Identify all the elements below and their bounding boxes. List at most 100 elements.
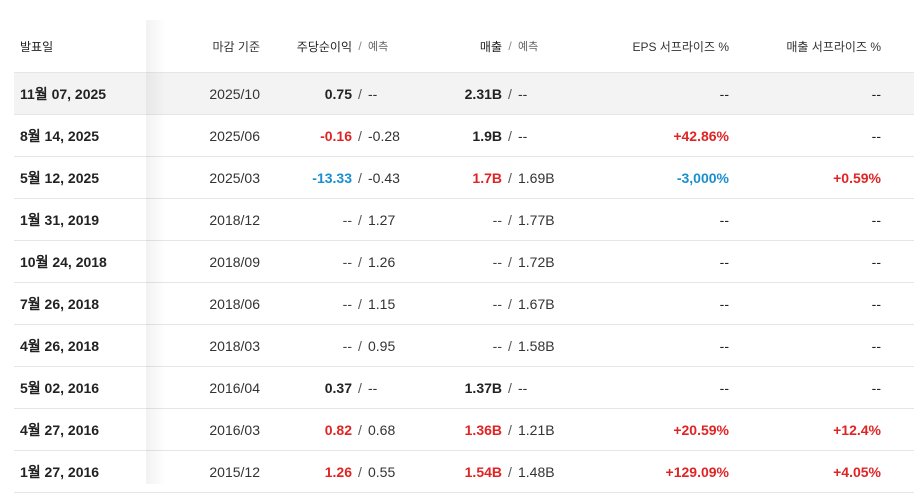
- row-eps-surprise: +20.59%: [673, 421, 729, 438]
- row-revenue-actual: --: [492, 295, 502, 312]
- row-eps: -- / 1.26: [264, 241, 409, 282]
- header-eps-surprise[interactable]: EPS 서프라이즈 %: [632, 39, 729, 54]
- header-period[interactable]: 마감 기준: [212, 39, 261, 54]
- row-eps-actual: --: [342, 253, 352, 270]
- row-revenue: 1.54B / 1.48B: [414, 451, 559, 492]
- row-revenue-actual: 1.54B: [464, 463, 502, 480]
- row-eps: -- / 0.95: [264, 325, 409, 366]
- row-eps: -- / 1.27: [264, 199, 409, 240]
- row-revenue-surprise: +0.59%: [833, 169, 881, 186]
- row-eps-actual: --: [342, 337, 352, 354]
- row-revenue-sep: /: [508, 253, 512, 270]
- row-revenue-surprise: --: [871, 337, 881, 354]
- table-row[interactable]: 5월 12, 2025 2025/03 -13.33 / -0.43 1.7B / 1.69B…: [14, 157, 914, 199]
- table-body: 11월 07, 2025 2025/10 0.75 / -- 2.31B / -- -- -- 8월…: [14, 73, 914, 493]
- table-row[interactable]: 5월 02, 2016 2016/04 0.37 / -- 1.37B / -- -- --: [14, 367, 914, 409]
- row-eps-surprise: --: [719, 85, 729, 102]
- row-eps-sep: /: [358, 295, 362, 312]
- row-eps: -- / 1.15: [264, 283, 409, 324]
- row-revenue-estimate: 1.77B: [518, 211, 555, 228]
- row-date: 4월 27, 2016: [20, 421, 100, 438]
- row-revenue-surprise: --: [871, 211, 881, 228]
- header-revenue-surprise[interactable]: 매출 서프라이즈 %: [786, 39, 881, 54]
- row-period: 2018/06: [209, 295, 260, 312]
- header-eps-est-label: 예측: [368, 41, 389, 53]
- table-row[interactable]: 8월 14, 2025 2025/06 -0.16 / -0.28 1.9B / -- +42.…: [14, 115, 914, 157]
- row-revenue-surprise: +4.05%: [833, 463, 881, 480]
- row-revenue-actual: --: [492, 337, 502, 354]
- row-date: 1월 27, 2016: [20, 463, 100, 480]
- row-eps-sep: /: [358, 421, 362, 438]
- row-date: 11월 07, 2025: [20, 85, 107, 102]
- row-eps-surprise: --: [719, 337, 729, 354]
- row-revenue: -- / 1.72B: [414, 241, 559, 282]
- header-revenue-label: 매출: [479, 39, 502, 54]
- row-revenue-estimate: 1.48B: [518, 463, 555, 480]
- row-eps-actual: 0.82: [324, 421, 352, 438]
- row-eps: -13.33 / -0.43: [264, 157, 409, 198]
- row-eps-estimate: 1.27: [368, 211, 396, 228]
- row-revenue-sep: /: [508, 211, 512, 228]
- row-revenue-estimate: 1.67B: [518, 295, 555, 312]
- table-row[interactable]: 4월 27, 2016 2016/03 0.82 / 0.68 1.36B / 1.21B +2…: [14, 409, 914, 451]
- row-revenue: 1.37B / --: [414, 367, 559, 408]
- row-revenue-sep: /: [508, 463, 512, 480]
- row-eps-sep: /: [358, 85, 362, 102]
- row-revenue: 2.31B / --: [414, 73, 559, 114]
- row-revenue-sep: /: [508, 337, 512, 354]
- table-row[interactable]: 1월 31, 2019 2018/12 -- / 1.27 -- / 1.77B -- --: [14, 199, 914, 241]
- row-date: 8월 14, 2025: [20, 127, 100, 144]
- row-revenue-actual: --: [492, 211, 502, 228]
- row-revenue: 1.9B / --: [414, 115, 559, 156]
- row-eps-surprise: --: [719, 253, 729, 270]
- row-revenue-surprise: +12.4%: [833, 421, 881, 438]
- row-revenue-actual: 1.9B: [472, 127, 502, 144]
- row-eps: 0.75 / --: [264, 73, 409, 114]
- header-revenue[interactable]: 매출 / 예측: [414, 20, 559, 72]
- row-revenue-actual: --: [492, 253, 502, 270]
- table-row[interactable]: 7월 26, 2018 2018/06 -- / 1.15 -- / 1.67B -- --: [14, 283, 914, 325]
- row-eps-actual: --: [342, 295, 352, 312]
- row-eps-surprise: +129.09%: [665, 463, 729, 480]
- row-eps-estimate: --: [368, 379, 378, 396]
- row-date: 7월 26, 2018: [20, 295, 100, 312]
- row-eps-sep: /: [358, 463, 362, 480]
- row-eps-surprise: --: [719, 379, 729, 396]
- row-revenue: 1.36B / 1.21B: [414, 409, 559, 450]
- earnings-table: 발표일 마감 기준 주당순이익 / 예측 매출 / 예측 EPS 서프라이즈 %…: [14, 20, 914, 493]
- row-eps-sep: /: [358, 211, 362, 228]
- row-period: 2025/10: [209, 85, 260, 102]
- row-revenue-estimate: --: [518, 379, 528, 396]
- header-revenue-est-label: 예측: [518, 41, 539, 53]
- row-revenue-sep: /: [508, 169, 512, 186]
- row-revenue: -- / 1.58B: [414, 325, 559, 366]
- row-eps-actual: --: [342, 211, 352, 228]
- table-row[interactable]: 11월 07, 2025 2025/10 0.75 / -- 2.31B / -- -- --: [14, 73, 914, 115]
- row-revenue-actual: 1.37B: [464, 379, 502, 396]
- row-date: 4월 26, 2018: [20, 337, 100, 354]
- row-eps-estimate: -0.28: [368, 127, 400, 144]
- row-date: 5월 02, 2016: [20, 379, 100, 396]
- row-date: 10월 24, 2018: [20, 253, 107, 270]
- table-row[interactable]: 10월 24, 2018 2018/09 -- / 1.26 -- / 1.72B -- --: [14, 241, 914, 283]
- row-date: 5월 12, 2025: [20, 169, 100, 186]
- row-revenue: -- / 1.67B: [414, 283, 559, 324]
- row-eps-estimate: 1.15: [368, 295, 396, 312]
- header-eps-label: 주당순이익: [296, 39, 352, 54]
- table-row[interactable]: 4월 26, 2018 2018/03 -- / 0.95 -- / 1.58B -- --: [14, 325, 914, 367]
- row-revenue-surprise: --: [871, 85, 881, 102]
- row-eps-actual: 1.26: [324, 463, 352, 480]
- header-date[interactable]: 발표일: [20, 39, 54, 54]
- row-period: 2016/03: [209, 421, 260, 438]
- row-eps-actual: 0.75: [324, 85, 352, 102]
- row-revenue-sep: /: [508, 127, 512, 144]
- row-revenue-estimate: 1.21B: [518, 421, 555, 438]
- row-eps: 0.82 / 0.68: [264, 409, 409, 450]
- row-revenue-estimate: --: [518, 127, 528, 144]
- row-revenue-estimate: 1.58B: [518, 337, 555, 354]
- table-row[interactable]: 1월 27, 2016 2015/12 1.26 / 0.55 1.54B / 1.48B +1…: [14, 451, 914, 493]
- row-revenue-actual: 1.7B: [472, 169, 502, 186]
- row-revenue-actual: 1.36B: [464, 421, 502, 438]
- header-eps[interactable]: 주당순이익 / 예측: [264, 20, 409, 72]
- row-revenue-surprise: --: [871, 127, 881, 144]
